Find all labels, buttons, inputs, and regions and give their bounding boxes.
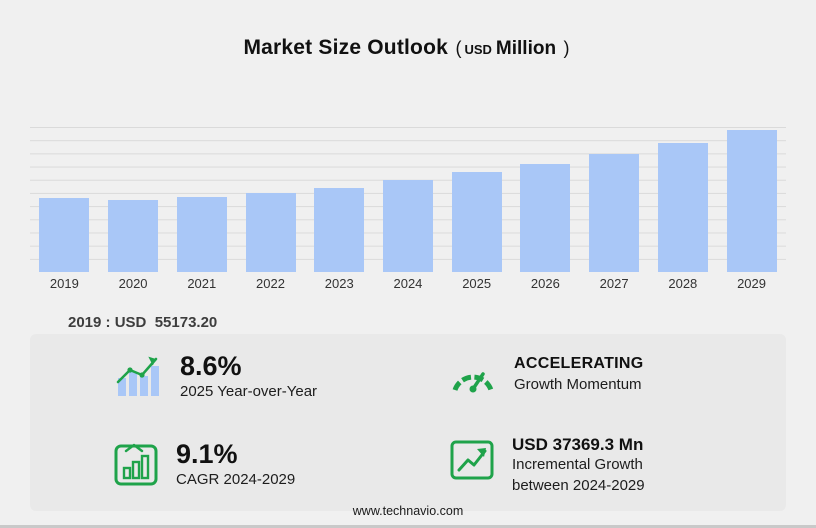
- bar-2024: [382, 180, 433, 272]
- momentum-label: Growth Momentum: [514, 375, 642, 393]
- stat-incremental-growth: USD 37369.3 Mn Incremental Growth betwee…: [448, 434, 645, 496]
- x-label-2019: 2019: [49, 276, 79, 291]
- yoy-label: 2025 Year-over-Year: [180, 382, 318, 400]
- incremental-value: USD 37369.3 Mn: [512, 435, 644, 454]
- title-close-paren: ): [563, 38, 570, 58]
- bar-chart-growth-arrow-icon: [116, 356, 159, 396]
- bar-2027: [589, 154, 640, 272]
- bar-2028: [657, 142, 708, 272]
- bar-2029: [726, 129, 777, 272]
- bar-2025: [451, 172, 502, 272]
- incremental-label-line2: between 2024-2029: [512, 476, 645, 494]
- x-label-2023: 2023: [324, 276, 354, 291]
- bar-2020: [108, 199, 159, 272]
- framed-line-chart-arrow-icon: [450, 440, 494, 480]
- x-axis-labels: 2019 2020 2021 2022 2023 2024 2025 2026 2027 2028…: [30, 276, 786, 291]
- title-open-paren: (: [455, 38, 462, 58]
- cagr-label: CAGR 2024-2029: [176, 470, 296, 488]
- title-currency: USD: [464, 42, 492, 57]
- stat-cagr: 9.1% CAGR 2024-2029: [112, 439, 296, 490]
- stat-growth-momentum: ACCELERATING Growth Momentum: [448, 354, 644, 396]
- stats-panel: 8.6% 2025 Year-over-Year ACCELERATING Gr…: [30, 334, 786, 511]
- bar-2026: [520, 163, 571, 272]
- framed-bar-chart-icon: [114, 443, 158, 486]
- speedometer-icon: [452, 372, 494, 393]
- page-title: Market Size Outlook (USD Million ): [0, 36, 816, 60]
- title-main: Market Size Outlook: [243, 36, 448, 59]
- bar-2023: [314, 187, 365, 272]
- bar-2019: [39, 197, 90, 272]
- base-year-annotation: 2019 : USD 55173.20: [68, 314, 218, 331]
- momentum-value: ACCELERATING: [514, 355, 644, 372]
- x-label-2028: 2028: [668, 276, 698, 291]
- incremental-label-line1: Incremental Growth: [512, 456, 643, 474]
- title-unit: Million: [495, 38, 557, 59]
- x-label-2025: 2025: [462, 276, 492, 291]
- bottom-strip: [0, 525, 816, 528]
- x-label-2021: 2021: [187, 276, 217, 291]
- yoy-value: 8.6%: [180, 351, 242, 381]
- cagr-value: 9.1%: [176, 439, 238, 469]
- bar-2021: [176, 196, 227, 272]
- x-label-2020: 2020: [118, 276, 148, 291]
- x-label-2027: 2027: [599, 276, 629, 291]
- stat-year-over-year: 8.6% 2025 Year-over-Year: [112, 351, 318, 402]
- bar-chart-plot-area: [30, 127, 786, 272]
- footer: www.technavio.com: [0, 502, 816, 520]
- x-label-2026: 2026: [530, 276, 560, 291]
- technavio-link[interactable]: www.technavio.com: [352, 504, 464, 518]
- bar-2022: [245, 192, 296, 272]
- x-label-2022: 2022: [256, 276, 285, 291]
- x-label-2024: 2024: [393, 276, 423, 291]
- x-label-2029: 2029: [737, 276, 766, 291]
